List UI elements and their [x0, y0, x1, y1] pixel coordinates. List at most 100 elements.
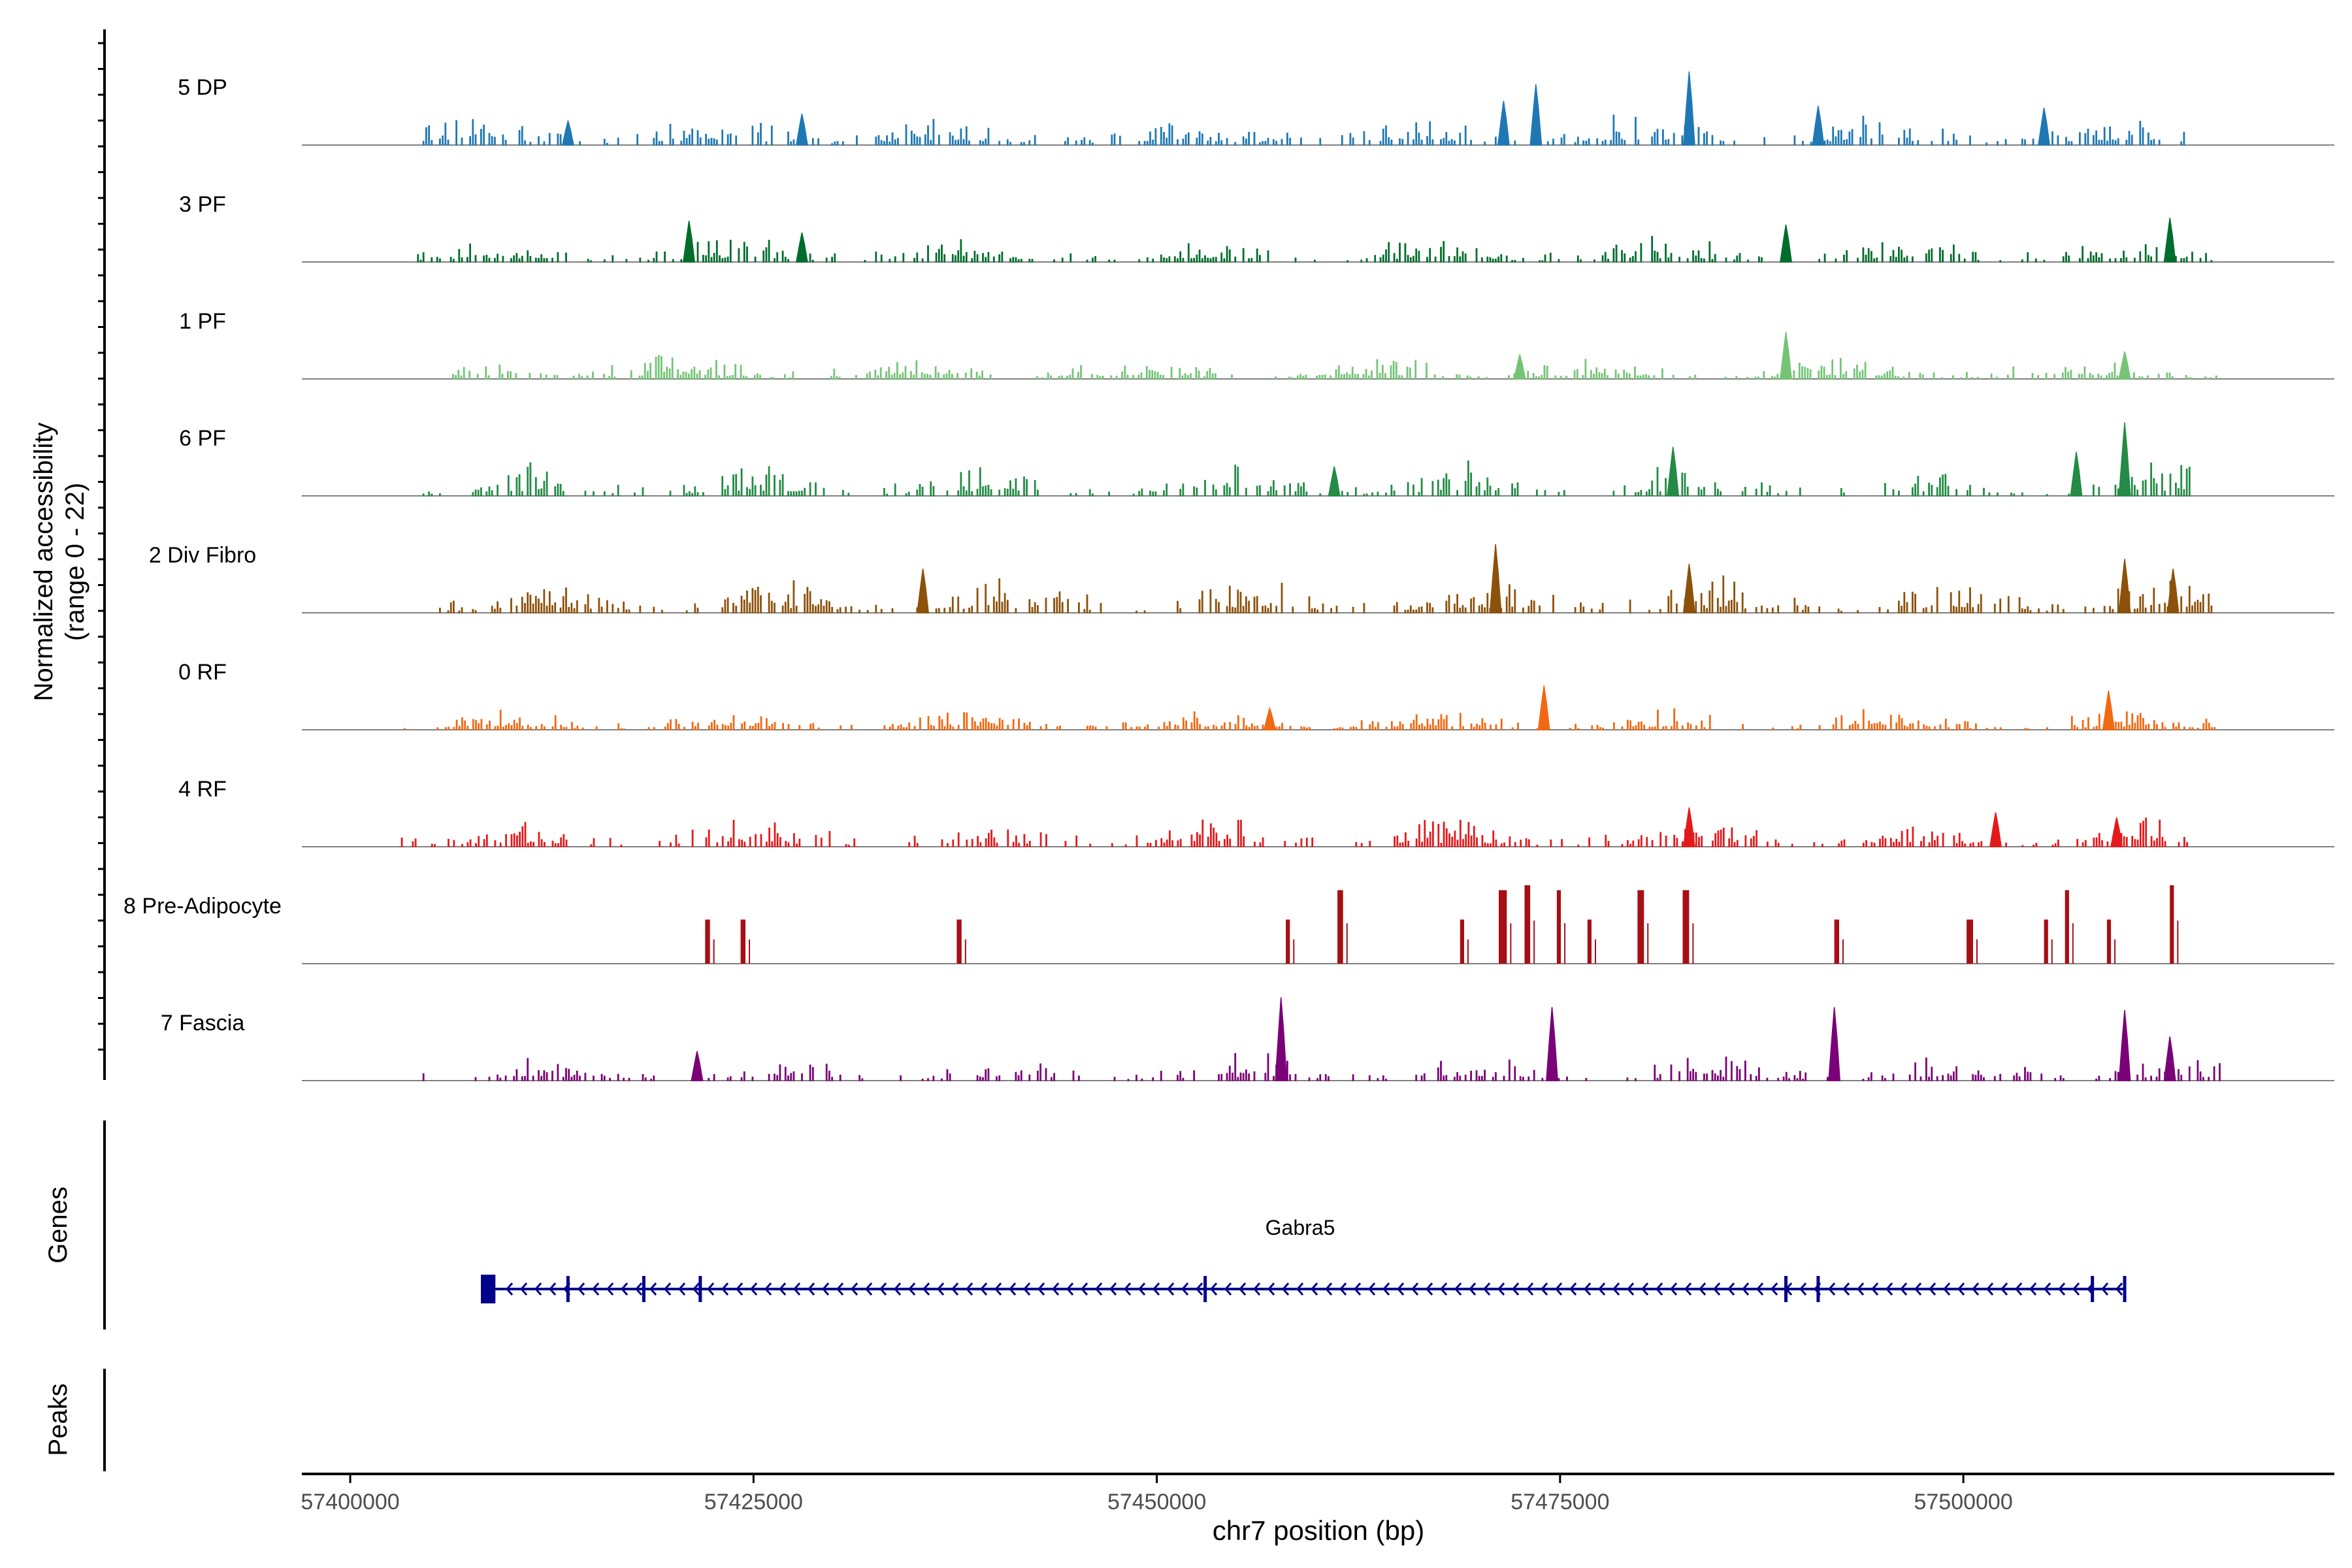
gene-strand-arrow [1569, 1282, 1577, 1296]
gene-strand-arrow [1656, 1282, 1663, 1296]
coverage-peak [956, 919, 962, 964]
track-label: 4 RF [178, 777, 227, 802]
gene-strand-arrow [865, 1282, 873, 1296]
gene-strand-arrow [1066, 1282, 1074, 1296]
coverage-peak [1460, 919, 1464, 964]
gene-strand-arrow [2044, 1282, 2051, 1296]
gene-strand-arrow [1296, 1282, 1304, 1296]
track-coverage-signal [403, 708, 2215, 730]
gene-strand-arrow [894, 1282, 902, 1296]
gene-strand-arrow [549, 1282, 557, 1296]
gene-strand-arrow [1886, 1282, 1893, 1296]
gene-model-gabra5 [481, 1275, 2127, 1303]
track-label: 8 Pre-Adipocyte [123, 894, 282, 919]
coverage-peak [683, 220, 696, 263]
track-label: 7 Fascia [161, 1011, 245, 1036]
gene-strand-arrow [764, 1282, 772, 1296]
coverage-peak [795, 232, 808, 263]
y-axis-title: Normalized accessibility (range 0 - 22) [29, 423, 90, 702]
track-1-pf: 1 PF [179, 309, 2334, 380]
gene-strand-arrow [1282, 1282, 1290, 1296]
gene-strand-arrow [1771, 1282, 1778, 1296]
gene-utr-block [481, 1275, 496, 1303]
coverage-peak [1682, 563, 1695, 613]
coverage-peak [1812, 105, 1825, 146]
gene-strand-arrow [1311, 1282, 1318, 1296]
track-4-rf: 4 RF [178, 777, 2334, 847]
gene-strand-arrow [1109, 1282, 1117, 1296]
gene-strand-arrow [1742, 1282, 1750, 1296]
track-coverage-signal [400, 817, 2188, 847]
coverage-peak [2163, 218, 2176, 263]
gene-strand-arrow [937, 1282, 945, 1296]
gene-strand-arrow [621, 1282, 629, 1296]
gene-strand-arrow [1957, 1282, 1965, 1296]
gene-strand-arrow [1584, 1282, 1592, 1296]
x-tick-label: 57500000 [1914, 1490, 2012, 1514]
gene-strand-arrow [649, 1282, 657, 1296]
gene-strand-arrow [1196, 1282, 1203, 1296]
gene-strand-arrow [2072, 1282, 2080, 1296]
gene-strand-arrow [980, 1282, 988, 1296]
gene-strand-arrow [966, 1282, 973, 1296]
gene-strand-arrow [1167, 1282, 1175, 1296]
gene-strand-arrow [1828, 1282, 1836, 1296]
track-coverage-signal [439, 575, 2213, 613]
gene-strand-arrow [606, 1282, 614, 1296]
coverage-peak [2118, 351, 2131, 380]
genes-panel-title: Genes [44, 1186, 73, 1264]
coverage-peak [1524, 885, 1531, 964]
gene-strand-arrow [1756, 1282, 1764, 1296]
gene-strand-arrow [822, 1282, 830, 1296]
gene-strand-arrow [1239, 1282, 1247, 1296]
track-coverage-signal [452, 355, 2217, 380]
track-label: 6 PF [179, 426, 226, 451]
gene-strand-arrow [664, 1282, 672, 1296]
gene-strand-arrow [1943, 1282, 1951, 1296]
gene-strand-arrow [1497, 1282, 1505, 1296]
gene-strand-arrow [1124, 1282, 1132, 1296]
coverage-peak [1828, 1007, 1841, 1081]
gene-strand-arrow [1612, 1282, 1620, 1296]
gene-strand-arrow [707, 1282, 715, 1296]
gene-strand-arrow [2058, 1282, 2066, 1296]
x-tick-label: 57450000 [1107, 1490, 1206, 1514]
coverage-peak [1489, 544, 1502, 613]
gene-strand-arrow [1009, 1282, 1017, 1296]
coverage-peak [1682, 890, 1690, 964]
coverage-peak [705, 919, 710, 964]
coverage-peak [1497, 101, 1510, 146]
coverage-peak [1556, 890, 1561, 964]
gene-strand-arrow [1152, 1282, 1160, 1296]
track-7-fascia: 7 Fascia [161, 997, 2334, 1081]
y-axis-title-line2: (range 0 - 22) [61, 483, 90, 641]
gene-strand-arrow [1598, 1282, 1606, 1296]
gene-strand-arrow [1440, 1282, 1448, 1296]
gene-strand-arrow [1052, 1282, 1060, 1296]
coverage-peak [1328, 466, 1341, 497]
gene-strand-arrow [1526, 1282, 1534, 1296]
gene-strand-arrow [1339, 1282, 1347, 1296]
gene-strand-arrow [1138, 1282, 1146, 1296]
gene-strand-arrow [994, 1282, 1002, 1296]
gene-strand-arrow [1842, 1282, 1850, 1296]
coverage-peak [1537, 685, 1550, 730]
coverage-peak [2065, 890, 2069, 964]
x-axis-ticks: 57400000 57425000 57450000 57475000 57500000 [301, 1474, 2013, 1514]
gene-strand-arrow [520, 1282, 528, 1296]
gene-strand-arrow [592, 1282, 600, 1296]
y-axis-title-line1: Normalized accessibility [29, 423, 58, 702]
coverage-y-ticks [98, 42, 105, 1051]
gene-strand-arrow [736, 1282, 743, 1296]
coverage-peak [1834, 919, 1839, 964]
gene-strand-arrow [1986, 1282, 1994, 1296]
coverage-peak [1546, 1007, 1559, 1081]
coverage-peak [1682, 807, 1695, 847]
gene-strand-arrow [1023, 1282, 1031, 1296]
gene-strand-arrow [1699, 1282, 1707, 1296]
coverage-peak [691, 1051, 704, 1081]
coverage-peak [2163, 1036, 2176, 1081]
coverage-peak [2118, 559, 2131, 613]
coverage-peak [561, 120, 574, 146]
gene-strand-arrow [1382, 1282, 1390, 1296]
